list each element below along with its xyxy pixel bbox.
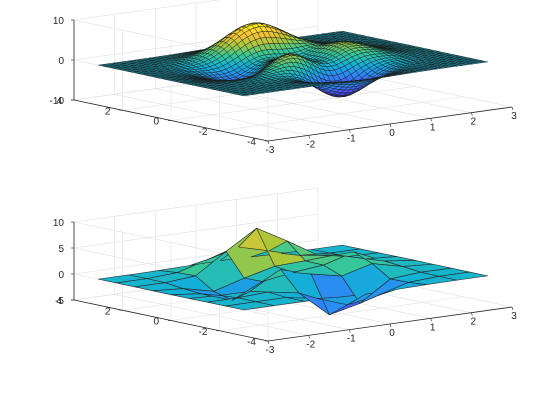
wall-grid-line bbox=[73, 0, 220, 21]
x-tick-label: -3 bbox=[266, 345, 275, 356]
surface-patch bbox=[479, 61, 488, 63]
floor-grid-line bbox=[219, 296, 464, 332]
x-tick-mark bbox=[349, 129, 351, 133]
x-tick-mark bbox=[389, 123, 392, 128]
x-tick-label: 3 bbox=[511, 311, 517, 322]
x-tick-label: -2 bbox=[306, 339, 315, 350]
y-tick-label: -2 bbox=[199, 127, 208, 138]
x-tick-label: 0 bbox=[389, 128, 395, 139]
x-tick-mark bbox=[308, 335, 310, 339]
z-tick-label: 5 bbox=[58, 244, 64, 255]
x-tick-mark bbox=[430, 118, 432, 122]
x-tick-label: 0 bbox=[389, 328, 395, 339]
surface-plot-coarse: -3 -2 -1 0 1 2 3 -4 -2 0 2 4-5 0 5 10 bbox=[53, 187, 517, 356]
z-tick-label: 10 bbox=[53, 16, 65, 27]
x-tick-label: 2 bbox=[471, 317, 477, 328]
y-tick-label: 2 bbox=[105, 106, 111, 117]
x-tick-mark bbox=[471, 112, 473, 116]
y-tick-label: 0 bbox=[153, 117, 159, 128]
surface-patch bbox=[438, 271, 489, 281]
x-tick-label: 1 bbox=[430, 122, 436, 133]
y-tick-label: 4 bbox=[56, 96, 62, 107]
x-tick-label: -3 bbox=[266, 145, 275, 156]
x-tick-mark bbox=[511, 106, 514, 111]
x-tick-label: 1 bbox=[430, 322, 436, 333]
z-tick-label: 0 bbox=[58, 270, 64, 281]
z-tick-label: -10 bbox=[50, 96, 65, 107]
x-tick-label: -1 bbox=[347, 334, 356, 345]
x-tick-mark bbox=[267, 340, 270, 345]
y-tick-label: 4 bbox=[56, 296, 62, 307]
z-tick-label: 10 bbox=[53, 218, 65, 229]
x-tick-label: 2 bbox=[471, 117, 477, 128]
x-tick-label: 3 bbox=[511, 111, 517, 122]
z-tick-label: -5 bbox=[55, 296, 64, 307]
wall-grid-line bbox=[73, 213, 319, 249]
wall-grid-line bbox=[73, 187, 319, 223]
floor-grid-line bbox=[219, 96, 464, 132]
x-tick-mark bbox=[430, 318, 432, 322]
floor-grid-line bbox=[170, 86, 416, 121]
tick-labels: -3 -2 -1 0 1 2 3 -4 -2 0 2 4-5 0 5 10 bbox=[53, 218, 517, 356]
surface-mesh bbox=[98, 22, 488, 98]
x-tick-mark bbox=[308, 135, 310, 139]
y-tick-label: 0 bbox=[153, 317, 159, 328]
y-tick-label: -4 bbox=[247, 137, 256, 148]
surface-mesh bbox=[97, 227, 489, 316]
x-tick-mark bbox=[511, 306, 514, 311]
x-tick-mark bbox=[349, 329, 351, 333]
x-tick-mark bbox=[471, 312, 473, 316]
z-tick-label: 0 bbox=[58, 56, 64, 67]
x-tick-label: -1 bbox=[347, 134, 356, 145]
x-tick-mark bbox=[267, 140, 270, 145]
x-tick-mark bbox=[389, 323, 392, 328]
x-tick-label: -2 bbox=[306, 139, 315, 150]
y-tick-label: 2 bbox=[105, 306, 111, 317]
y-tick-label: -4 bbox=[247, 337, 256, 348]
y-tick-label: -2 bbox=[199, 327, 208, 338]
